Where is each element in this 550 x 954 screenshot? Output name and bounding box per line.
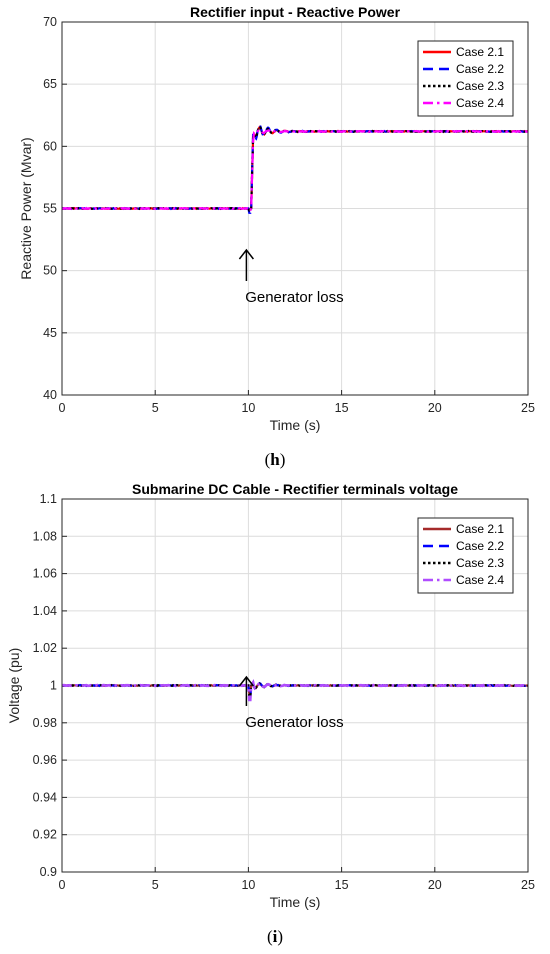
x-tick-label: 5 — [152, 878, 159, 892]
y-tick-label: 45 — [43, 326, 57, 340]
legend-entry: Case 2.3 — [456, 79, 504, 93]
y-tick-label: 1.02 — [33, 641, 57, 655]
annotation-arrowhead — [238, 248, 254, 260]
x-axis-label: Time (s) — [270, 894, 321, 910]
y-tick-label: 50 — [43, 264, 57, 278]
chart-panel-h: 0 5 10 15 20 25 40 45 50 55 60 65 70 Rectifier input … — [18, 4, 535, 469]
caption-h: (h) — [264, 450, 286, 469]
legend-entry: Case 2.2 — [456, 62, 504, 76]
y-tick-label: 70 — [43, 15, 57, 29]
y-tick-label: 1.08 — [33, 529, 57, 543]
legend-entry: Case 2.4 — [456, 96, 504, 110]
y-tick-label: 0.96 — [33, 753, 57, 767]
y-tick-label: 1.06 — [33, 567, 57, 581]
voltage-chart: 0 5 10 15 20 25 0.9 0.92 0.94 0.96 0.98 1 1.02 1.04 1.… — [6, 481, 535, 910]
legend-entry: Case 2.1 — [456, 522, 504, 536]
caption-i: (i) — [266, 927, 284, 946]
x-tick-label: 20 — [428, 401, 442, 415]
x-tick-label: 10 — [241, 878, 255, 892]
x-tick-label: 0 — [59, 401, 66, 415]
y-axis-label: Voltage (pu) — [6, 648, 22, 724]
y-tick-label: 1.1 — [40, 492, 57, 506]
x-tick-label: 15 — [335, 878, 349, 892]
x-tick-label: 0 — [59, 878, 66, 892]
chart-title: Submarine DC Cable - Rectifier terminals… — [132, 481, 458, 497]
y-tick-label: 1.04 — [33, 604, 57, 618]
reactive-power-chart: 0 5 10 15 20 25 40 45 50 55 60 65 70 Rectifier input … — [18, 4, 535, 433]
legend-box — [417, 40, 514, 117]
legend-entry: Case 2.2 — [456, 539, 504, 553]
caption-letter-i: i — [272, 927, 278, 946]
legend-box — [417, 517, 514, 594]
y-axis-label: Reactive Power (Mvar) — [18, 137, 34, 279]
x-tick-label: 15 — [335, 401, 349, 415]
annotation-label: Generator loss — [245, 289, 343, 306]
series-line-3 — [62, 124, 528, 212]
y-tick-label: 65 — [43, 77, 57, 91]
axes-frame — [61, 21, 529, 396]
legend-entry: Case 2.1 — [456, 45, 504, 59]
annotation-label: Generator loss — [245, 714, 343, 731]
y-tick-label: 0.94 — [33, 790, 57, 804]
axes-frame — [61, 498, 529, 873]
y-tick-label: 0.92 — [33, 828, 57, 842]
x-tick-label: 25 — [521, 878, 535, 892]
y-tick-label: 1 — [50, 679, 57, 693]
y-tick-label: 0.98 — [33, 716, 57, 730]
x-tick-label: 5 — [152, 401, 159, 415]
y-tick-label: 40 — [43, 388, 57, 402]
caption-letter-h: h — [270, 450, 280, 469]
x-tick-label: 20 — [428, 878, 442, 892]
x-tick-label: 10 — [241, 401, 255, 415]
legend-entry: Case 2.3 — [456, 556, 504, 570]
y-tick-label: 55 — [43, 202, 57, 216]
chart-panel-i: 0 5 10 15 20 25 0.9 0.92 0.94 0.96 0.98 1 1.02 1.04 1.… — [0, 477, 550, 954]
annotation-arrowhead — [238, 675, 254, 687]
y-tick-label: 60 — [43, 139, 57, 153]
x-axis-label: Time (s) — [270, 417, 321, 433]
x-tick-label: 25 — [521, 401, 535, 415]
chart-title: Rectifier input - Reactive Power — [190, 4, 401, 20]
series-line-4 — [62, 679, 528, 702]
y-tick-label: 0.9 — [40, 865, 57, 879]
legend-entry: Case 2.4 — [456, 573, 504, 587]
